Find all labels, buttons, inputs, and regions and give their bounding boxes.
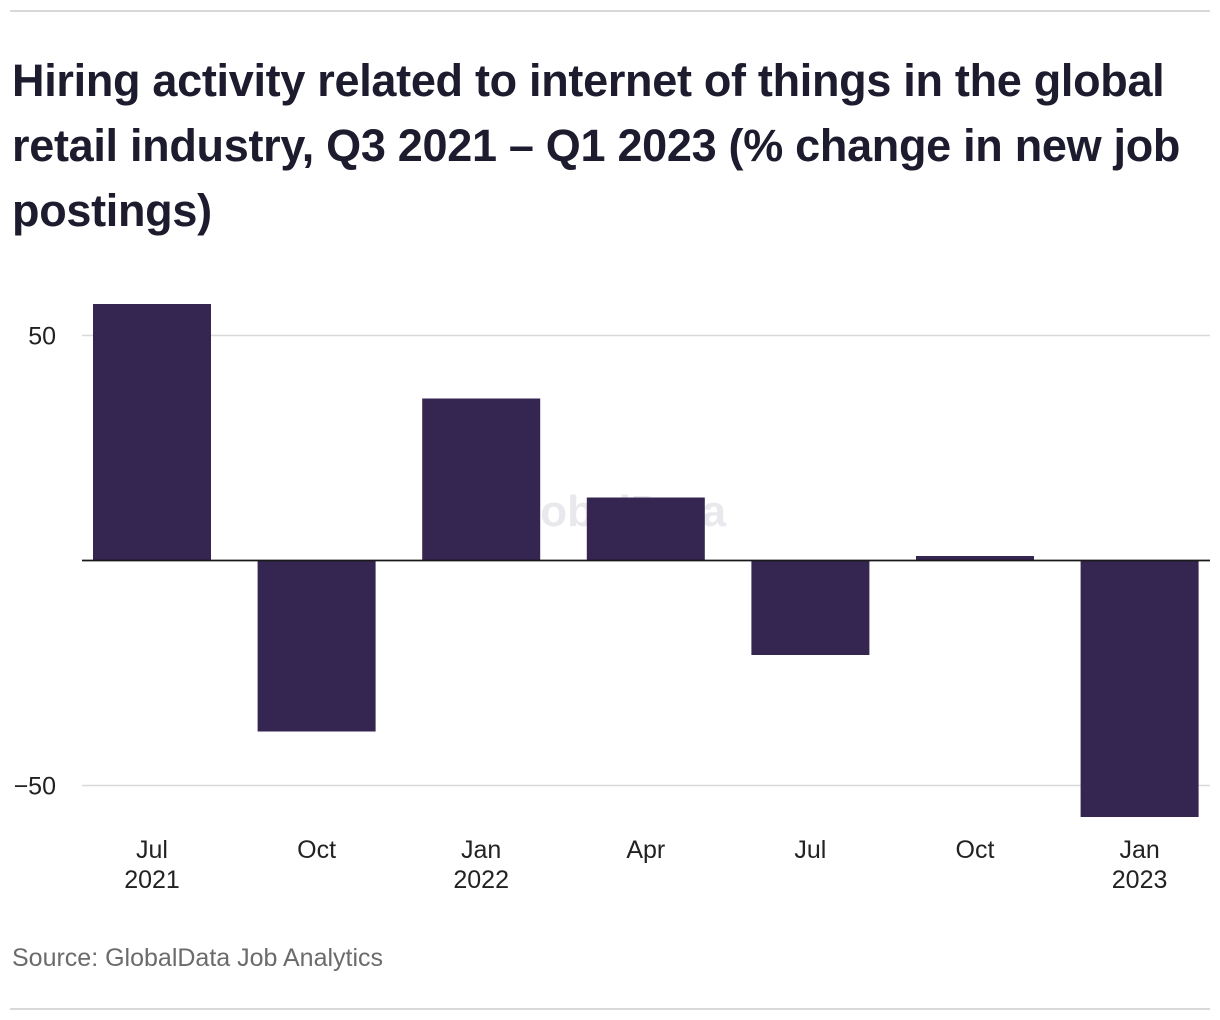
x-tick-label: Oct [956, 836, 995, 864]
x-tick-label: Jan [1119, 836, 1159, 864]
x-tick-year-label: 2023 [1112, 866, 1168, 894]
bar [257, 560, 376, 732]
x-tick-year-label: 2021 [124, 866, 180, 894]
y-tick-label: −50 [14, 773, 56, 801]
chart-title: Hiring activity related to internet of t… [12, 55, 1181, 236]
bottom-divider [10, 1008, 1210, 1010]
source-note: Source: GlobalData Job Analytics [12, 944, 384, 972]
bar [916, 556, 1034, 561]
x-tick-label: Oct [297, 836, 336, 864]
bar [1080, 560, 1199, 817]
bar [93, 304, 211, 561]
bar [751, 560, 870, 655]
x-tick-label: Jul [794, 836, 826, 864]
gridlines [82, 334, 1210, 787]
x-tick-label: Jul [136, 836, 168, 864]
x-tick-label: Jan [461, 836, 501, 864]
bar [422, 398, 541, 561]
top-divider [10, 10, 1210, 12]
x-tick-year-label: 2022 [453, 866, 509, 894]
y-tick-label: 50 [28, 323, 56, 351]
bars [93, 304, 1199, 817]
y-axis-ticks: 50 −50 [14, 323, 56, 801]
x-tick-label: Apr [626, 836, 665, 864]
bar [586, 497, 705, 561]
